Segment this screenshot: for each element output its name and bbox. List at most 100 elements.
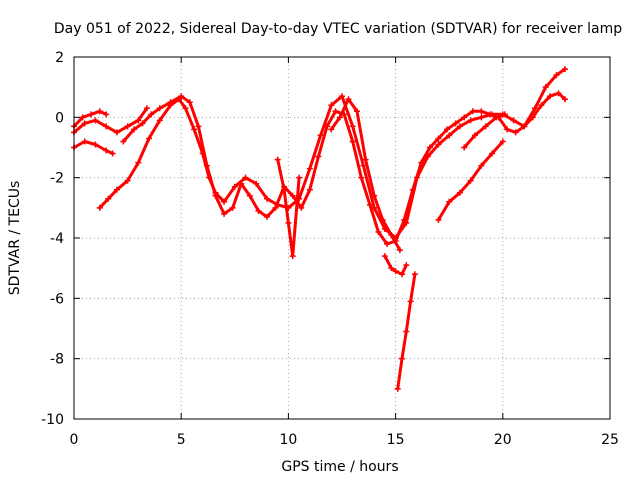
data-point: [531, 105, 538, 112]
data-point: [92, 117, 99, 124]
data-point: [191, 126, 198, 133]
x-tick-label: 25: [601, 432, 619, 448]
series-arc-c: [71, 138, 116, 157]
data-point: [81, 138, 88, 145]
y-tick-label: -8: [50, 352, 64, 368]
series-arc-h: [381, 253, 410, 278]
series-arc-j: [435, 138, 506, 223]
data-point: [538, 102, 545, 109]
data-point: [360, 162, 367, 169]
data-point: [113, 186, 120, 193]
data-point: [388, 265, 395, 272]
data-point: [456, 123, 463, 130]
data-point: [221, 210, 228, 217]
data-point: [418, 159, 425, 166]
data-point: [229, 204, 236, 211]
data-point: [542, 84, 549, 91]
data-point: [471, 132, 478, 139]
data-point: [131, 126, 138, 133]
series-group: [71, 66, 568, 392]
series-arc-b: [71, 105, 150, 136]
y-tick-label: -10: [41, 412, 64, 428]
data-point: [182, 105, 189, 112]
data-point: [435, 141, 442, 148]
data-point: [124, 177, 131, 184]
data-point: [467, 177, 474, 184]
data-point: [328, 102, 335, 109]
data-point: [486, 111, 493, 118]
data-point: [435, 216, 442, 223]
data-point: [281, 186, 288, 193]
data-point: [272, 204, 279, 211]
x-axis-label: GPS time / hours: [281, 459, 398, 475]
data-point: [512, 129, 519, 136]
data-point: [96, 204, 103, 211]
data-point: [238, 180, 245, 187]
data-point: [135, 159, 142, 166]
data-point: [394, 385, 401, 392]
data-point: [298, 204, 305, 211]
data-point: [306, 165, 313, 172]
data-point: [156, 117, 163, 124]
data-point: [396, 247, 403, 254]
data-point: [504, 126, 511, 133]
x-tick-label: 15: [387, 432, 405, 448]
data-point: [315, 153, 322, 160]
data-point: [195, 123, 202, 130]
data-point: [409, 186, 416, 193]
data-point: [401, 216, 408, 223]
data-point: [493, 114, 500, 121]
data-point: [399, 355, 406, 362]
data-point: [285, 219, 292, 226]
data-point: [371, 192, 378, 199]
data-point: [203, 162, 210, 169]
data-point: [113, 129, 120, 136]
data-point: [92, 141, 99, 148]
data-point: [263, 195, 270, 202]
data-point: [362, 156, 369, 163]
data-point: [349, 123, 356, 130]
data-point: [499, 138, 506, 145]
data-point: [263, 213, 270, 220]
data-point: [478, 114, 485, 121]
data-point: [501, 111, 508, 118]
data-point: [105, 195, 112, 202]
data-point: [482, 123, 489, 130]
data-point: [274, 156, 281, 163]
data-point: [561, 96, 568, 103]
series-arc-a: [71, 108, 110, 130]
data-point: [186, 99, 193, 106]
y-tick-label: 2: [55, 50, 64, 66]
data-point: [328, 126, 335, 133]
data-point: [88, 111, 95, 118]
series-line: [98, 67, 567, 240]
series-arc-d: [96, 66, 568, 241]
data-point: [103, 111, 110, 118]
data-point: [510, 117, 517, 124]
series-arc-g: [328, 96, 403, 254]
data-point: [446, 132, 453, 139]
data-point: [146, 135, 153, 142]
data-point: [109, 150, 116, 157]
y-tick-label: 0: [55, 110, 64, 126]
data-point: [478, 108, 485, 115]
data-point: [467, 117, 474, 124]
axis-ticks: 0 5 10 15 20 25 -10 -8 -6 -4 -2 0 2: [41, 50, 619, 448]
data-point: [231, 183, 238, 190]
data-point: [407, 298, 414, 305]
data-point: [103, 147, 110, 154]
data-point: [246, 192, 253, 199]
data-point: [120, 138, 127, 145]
data-point: [212, 192, 219, 199]
data-point: [103, 123, 110, 130]
data-point: [289, 192, 296, 199]
data-point: [354, 108, 361, 115]
data-point: [135, 117, 142, 124]
data-point: [339, 93, 345, 100]
y-axis-label: SDTVAR / TECUs: [7, 181, 23, 296]
data-point: [289, 253, 296, 260]
x-tick-label: 10: [279, 432, 297, 448]
y-tick-label: -4: [50, 231, 64, 247]
data-point: [178, 93, 185, 100]
data-point: [388, 231, 395, 238]
